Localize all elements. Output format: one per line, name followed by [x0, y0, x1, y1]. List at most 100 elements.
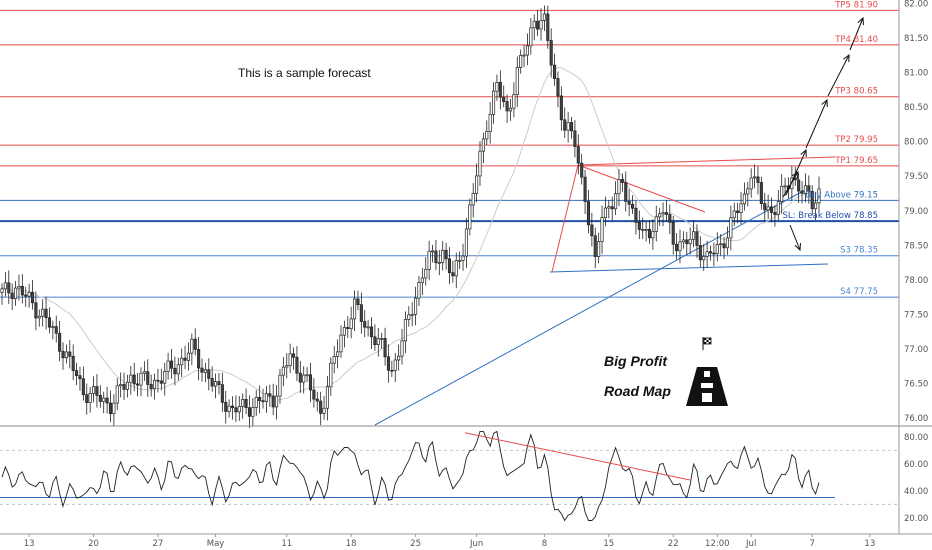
candle-body-90 — [305, 374, 309, 377]
candle-body-100 — [339, 334, 343, 353]
price-tick-10: 77.00 — [904, 345, 928, 355]
candle-body-189 — [641, 229, 645, 231]
candle-body-99 — [336, 351, 340, 357]
time-tick-9: 15 — [603, 539, 614, 549]
candle-body-33 — [112, 402, 116, 415]
candle-body-46 — [156, 379, 160, 382]
candle-body-196 — [664, 212, 668, 215]
level-label-8: S4 77.75 — [840, 287, 878, 297]
time-tick-7: Jun — [469, 539, 483, 549]
candle-body-59 — [200, 367, 204, 373]
price-tick-6: 79.00 — [904, 207, 928, 217]
candle-body-24 — [81, 378, 85, 396]
candle-body-113 — [383, 338, 387, 358]
candle-body-161 — [546, 13, 550, 41]
rsi-tick-1: 60.00 — [904, 460, 928, 470]
price-tick-11: 76.50 — [904, 380, 928, 390]
level-label-2: TP3 80.65 — [834, 87, 878, 97]
candle-body-40 — [136, 383, 140, 386]
candle-body-136 — [461, 255, 465, 261]
candle-body-208 — [705, 251, 709, 257]
candle-body-237 — [803, 185, 807, 194]
candle-body-55 — [186, 352, 191, 361]
candles — [0, 5, 821, 428]
candle-body-98 — [332, 356, 336, 364]
candle-body-20 — [68, 351, 72, 357]
candle-body-73 — [247, 407, 252, 417]
time-tick-11: 12:00 — [705, 539, 730, 549]
candle-body-92 — [312, 389, 316, 400]
candle-body-192 — [651, 231, 655, 239]
candle-body-57 — [193, 338, 197, 350]
candle-body-179 — [607, 206, 611, 209]
candle-body-215 — [729, 217, 733, 239]
candle-body-30 — [102, 397, 106, 402]
candle-body-65 — [220, 384, 224, 403]
candle-body-51 — [173, 367, 177, 375]
candle-body-221 — [749, 177, 753, 190]
candle-body-19 — [64, 351, 68, 359]
candle-body-131 — [444, 249, 448, 260]
price-tick-2: 81.00 — [904, 69, 928, 79]
candle-body-207 — [702, 256, 706, 261]
candle-body-163 — [553, 64, 557, 79]
candle-body-227 — [769, 206, 774, 213]
candle-body-76 — [258, 396, 262, 402]
candle-body-202 — [685, 239, 689, 245]
upper-trendline — [577, 156, 836, 166]
rsi-panel — [0, 425, 932, 522]
level-label-4: TP1 79.65 — [834, 156, 878, 166]
candle-body-39 — [132, 374, 136, 385]
candle-body-118 — [400, 340, 404, 357]
candle-body-87 — [295, 356, 299, 374]
candle-body-180 — [610, 206, 614, 210]
candle-body-238 — [807, 185, 811, 192]
candle-body-206 — [698, 245, 702, 261]
forecast-arrowhead-1 — [821, 98, 828, 108]
candle-body-177 — [600, 217, 604, 242]
ma-line — [1, 66, 819, 401]
time-tick-12: Jul — [745, 539, 756, 549]
candle-body-49 — [166, 360, 170, 372]
candle-body-1 — [3, 282, 7, 290]
candle-body-47 — [159, 380, 163, 384]
candle-body-151 — [512, 94, 516, 109]
candle-body-91 — [308, 374, 313, 391]
candle-body-171 — [580, 162, 584, 178]
candle-body-223 — [756, 176, 760, 183]
candle-body-186 — [630, 203, 635, 209]
time-tick-0: 13 — [24, 539, 35, 549]
candle-body-94 — [319, 400, 323, 414]
candle-body-7 — [24, 294, 28, 297]
price-tick-5: 79.50 — [904, 172, 928, 182]
triangle-edge — [551, 164, 579, 273]
level-label-6: SL: Break Below 78.85 — [782, 211, 878, 221]
candle-body-74 — [251, 406, 255, 417]
candle-body-130 — [441, 249, 445, 263]
candle-body-54 — [183, 357, 187, 361]
candle-body-165 — [559, 95, 563, 121]
candle-body-156 — [529, 27, 533, 47]
candle-body-71 — [241, 399, 245, 407]
candle-body-230 — [780, 185, 784, 202]
candle-body-140 — [475, 175, 479, 194]
candle-body-147 — [498, 81, 502, 98]
price-tick-8: 78.00 — [904, 276, 928, 286]
price-tick-7: 78.50 — [904, 241, 928, 251]
candle-body-220 — [746, 188, 750, 195]
candle-body-105 — [356, 298, 360, 306]
candle-body-13 — [44, 308, 48, 319]
candle-body-160 — [542, 13, 546, 21]
candle-body-224 — [759, 182, 763, 204]
candle-body-159 — [539, 20, 543, 30]
level-label-5: Buy Above 79.15 — [805, 190, 878, 200]
candle-body-23 — [78, 375, 82, 380]
candle-body-82 — [278, 374, 282, 397]
candle-body-213 — [722, 243, 726, 249]
candle-body-114 — [386, 356, 391, 371]
forecast-arrowhead-3 — [857, 16, 864, 26]
price-tick-0: 82.00 — [904, 0, 928, 9]
candle-body-17 — [58, 332, 62, 352]
